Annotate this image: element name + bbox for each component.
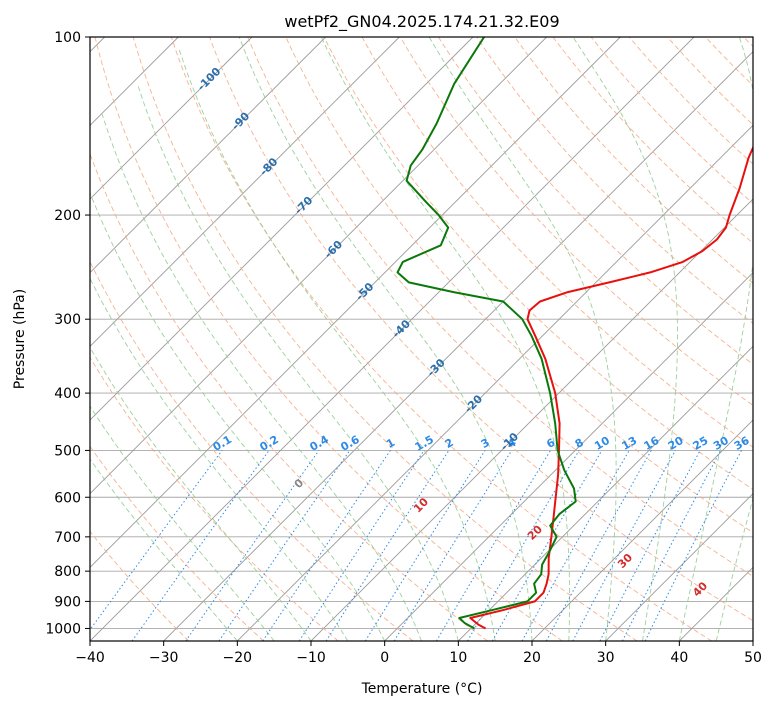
y-tick-label: 500 — [54, 443, 81, 459]
chart-title: wetPf2_GN04.2025.174.21.32.E09 — [284, 12, 559, 32]
moist-adiabat-line — [572, 37, 678, 641]
sounding-profiles — [396, 37, 753, 630]
isotherm-line — [90, 37, 400, 347]
mixing-ratio-line — [467, 450, 580, 641]
x-axis-label: Temperature (°C) — [361, 681, 483, 697]
dry-adiabat-line — [94, 37, 563, 641]
isotherm-line — [237, 124, 753, 641]
x-tick-label: −20 — [223, 650, 253, 666]
x-tick-label: −10 — [296, 650, 326, 666]
dry-adiabat-line — [170, 37, 712, 641]
dry-adiabat-line — [323, 37, 753, 491]
mixing-ratio-line — [491, 450, 603, 641]
y-tick-label: 400 — [54, 386, 81, 402]
isotherm-line — [163, 51, 753, 641]
mixing-ratio-line — [131, 450, 270, 641]
moist-adiabat-line — [320, 37, 570, 641]
moist-adiabat-line — [90, 458, 238, 641]
y-tick-label: 300 — [54, 312, 81, 328]
mixing-ratio-line — [545, 450, 652, 641]
moist-adiabat-line — [90, 191, 386, 641]
x-tick-label: 10 — [449, 650, 467, 666]
y-tick-label: 900 — [54, 594, 81, 610]
isotherm-line — [90, 37, 547, 495]
isotherm-line — [384, 272, 753, 641]
moist-adiabat-line — [136, 83, 459, 641]
isotherm-line — [90, 37, 474, 421]
y-tick-label: 700 — [54, 530, 81, 546]
mixing-ratio-line — [521, 450, 630, 641]
dry-adiabat-line — [552, 37, 753, 244]
moist-adiabat-line — [90, 405, 275, 641]
mixing-ratio-line — [325, 450, 450, 641]
y-tick-label: 100 — [54, 30, 81, 46]
isotherm-line — [90, 37, 621, 568]
dry-adiabat-line — [399, 37, 753, 406]
isotherm-line — [90, 37, 326, 274]
dry-adiabat-line — [285, 37, 753, 534]
isotherm-line — [458, 345, 753, 641]
x-tick-label: 30 — [597, 650, 615, 666]
dry-adiabat-line — [361, 37, 753, 448]
y-tick-label: 200 — [54, 208, 81, 224]
dry-adiabat-line — [476, 37, 753, 324]
y-tick-label: 800 — [54, 564, 81, 580]
dry-adiabat-line — [209, 37, 753, 622]
isotherm-line — [90, 37, 253, 200]
mixing-ratio-line — [90, 450, 223, 631]
x-tick-label: 0 — [380, 650, 389, 666]
plot-frame — [89, 36, 754, 642]
y-tick-label: 1000 — [45, 621, 81, 637]
dewpoint-profile-line — [396, 37, 577, 630]
mixing-ratio-line — [218, 450, 351, 641]
moist-adiabat-line — [715, 496, 753, 641]
mixing-ratio-line — [435, 450, 552, 641]
isotherm-line — [531, 419, 753, 641]
x-tick-label: −40 — [75, 650, 105, 666]
mixing-ratio-line — [393, 450, 513, 641]
dry-adiabat-line — [438, 37, 753, 365]
dry-adiabat-line — [90, 260, 414, 641]
dry-adiabat-line — [247, 37, 753, 577]
x-tick-label: 20 — [523, 650, 541, 666]
axis-ticks: −40 −30 −20 −10 0 10 20 30 40 50 100 200 300 400 500 60… — [45, 30, 762, 666]
x-tick-label: 50 — [744, 650, 762, 666]
temperature-profile-line — [469, 145, 753, 630]
x-tick-label: −30 — [149, 650, 179, 666]
isotherm-line — [605, 493, 753, 641]
mixing-ratio-line — [572, 450, 676, 641]
moist-adiabat-line — [678, 37, 753, 641]
dry-adiabat-line — [90, 152, 488, 641]
moist-adiabat-line — [178, 49, 496, 641]
moist-adiabat-line — [428, 37, 617, 641]
moist-adiabat-line — [101, 113, 422, 641]
y-tick-label: 600 — [54, 490, 81, 506]
dry-adiabat-line — [132, 37, 638, 641]
y-axis-label: Pressure (hPa) — [12, 289, 28, 389]
background-lines — [90, 37, 753, 641]
dry-adiabat-line — [590, 37, 753, 204]
x-tick-label: 40 — [670, 650, 688, 666]
dry-adiabat-line — [90, 530, 190, 641]
mixing-ratio-line — [364, 450, 486, 641]
